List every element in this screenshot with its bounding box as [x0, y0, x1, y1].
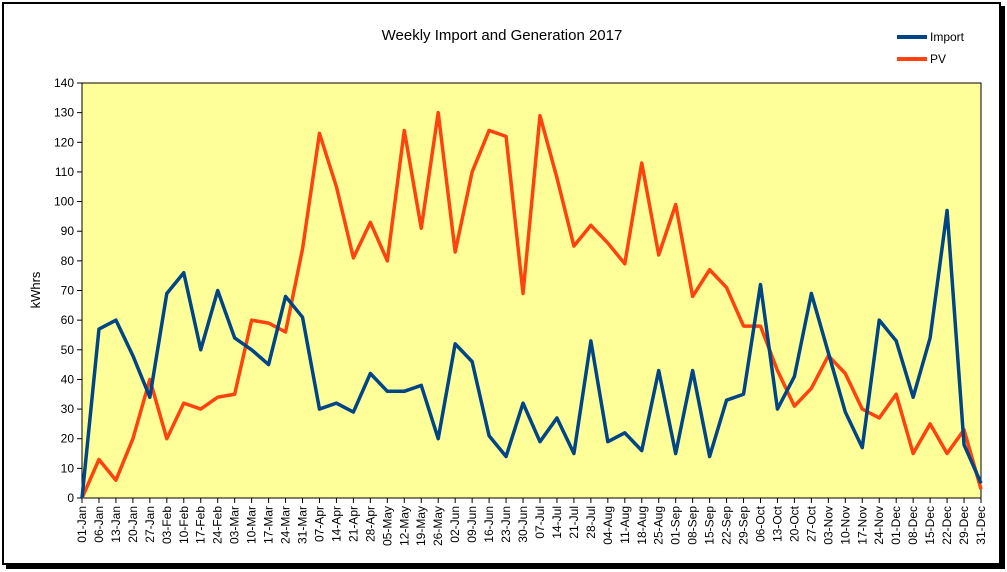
x-tick-label: 31-Mar [296, 506, 310, 544]
x-tick-label: 29-Dec [957, 506, 971, 545]
x-tick-label: 16-Jun [482, 506, 496, 543]
x-tick-label: 26-May [431, 506, 445, 546]
y-tick-label: 120 [54, 135, 74, 149]
x-tick-label: 21-Jul [567, 506, 581, 539]
y-axis-label: kWhrs [28, 271, 43, 308]
x-tick-label: 10-Nov [838, 506, 852, 545]
x-tick-label: 22-Dec [940, 506, 954, 545]
x-tick-label: 13-Oct [770, 505, 784, 542]
x-tick-label: 08-Dec [906, 506, 920, 545]
y-tick-label: 60 [61, 313, 75, 327]
y-tick-label: 100 [54, 195, 74, 209]
y-tick-label: 10 [61, 461, 75, 475]
x-tick-label: 11-Aug [618, 506, 632, 544]
x-tick-label: 24-Nov [872, 506, 886, 545]
x-tick-label: 10-Mar [245, 506, 259, 544]
x-tick-label: 27-Jan [143, 506, 157, 543]
y-axis: 0 10 20 30 40 50 60 70 80 90 100 110 120 130 140 [54, 76, 82, 505]
y-tick-label: 40 [61, 372, 75, 386]
y-tick-label: 110 [55, 165, 74, 179]
x-tick-label: 04-Aug [601, 506, 615, 545]
x-tick-label: 09-Jun [465, 506, 479, 543]
x-tick-label: 03-Nov [821, 506, 835, 545]
x-tick-label: 06-Jan [92, 506, 106, 543]
x-axis: 01-Jan 06-Jan 13-Jan 20-Jan 27-Jan 03-Feb 10-F… [75, 498, 988, 546]
y-tick-label: 0 [67, 491, 74, 505]
x-tick-label: 24-Feb [211, 506, 225, 544]
x-tick-label: 30-Jun [516, 506, 530, 543]
x-tick-label: 15-Dec [923, 506, 937, 545]
legend-label-import: Import [930, 30, 965, 44]
x-tick-label: 28-Apr [363, 506, 377, 542]
y-tick-label: 90 [61, 224, 75, 238]
x-tick-label: 19-May [414, 506, 428, 546]
x-tick-label: 08-Sep [686, 506, 700, 545]
series-line-import [80, 208, 983, 499]
plot-area [81, 82, 982, 499]
x-tick-label: 02-Jun [448, 506, 462, 543]
x-tick-label: 27-Oct [804, 505, 818, 542]
x-tick-label: 03-Feb [160, 506, 174, 544]
x-tick-label: 31-Dec [974, 506, 988, 545]
x-tick-label: 17-Mar [262, 506, 276, 544]
x-tick-label: 28-Jul [584, 506, 598, 539]
y-tick-label: 80 [61, 254, 75, 268]
chart-title: Weekly Import and Generation 2017 [382, 27, 623, 44]
x-tick-label: 01-Sep [669, 506, 683, 545]
x-tick-label: 07-Apr [312, 506, 326, 542]
x-tick-label: 25-Aug [652, 506, 666, 545]
x-tick-label: 14-Jul [550, 506, 564, 539]
x-tick-label: 23-Jun [499, 506, 513, 543]
x-tick-label: 01-Dec [889, 506, 903, 545]
x-tick-label: 21-Apr [346, 506, 360, 542]
x-tick-label: 20-Jan [126, 506, 140, 543]
y-tick-label: 30 [61, 402, 75, 416]
y-tick-label: 70 [61, 284, 75, 298]
x-tick-label: 20-Oct [787, 505, 801, 542]
y-tick-label: 140 [54, 76, 74, 90]
legend: Import PV [897, 30, 965, 66]
x-tick-label: 18-Aug [635, 506, 649, 545]
x-tick-label: 17-Feb [194, 506, 208, 544]
x-tick-label: 05-May [380, 506, 394, 546]
series-lines [80, 110, 983, 499]
x-tick-label: 10-Feb [177, 506, 191, 544]
x-tick-label: 29-Sep [737, 506, 751, 545]
x-tick-label: 14-Apr [329, 506, 343, 542]
x-tick-label: 13-Jan [109, 506, 123, 543]
x-tick-label: 12-May [397, 506, 411, 546]
y-tick-label: 20 [61, 432, 75, 446]
x-tick-label: 07-Jul [533, 506, 547, 539]
x-tick-label: 06-Oct [753, 505, 767, 542]
x-tick-label: 24-Mar [279, 506, 293, 544]
legend-label-pv: PV [930, 52, 946, 66]
x-tick-label: 03-Mar [228, 506, 242, 544]
x-tick-label: 22-Sep [720, 506, 734, 545]
x-tick-label: 01-Jan [75, 506, 89, 543]
y-tick-label: 130 [54, 106, 74, 120]
x-tick-label: 17-Nov [855, 506, 869, 545]
y-tick-label: 50 [61, 343, 75, 357]
x-tick-label: 15-Sep [703, 506, 717, 545]
